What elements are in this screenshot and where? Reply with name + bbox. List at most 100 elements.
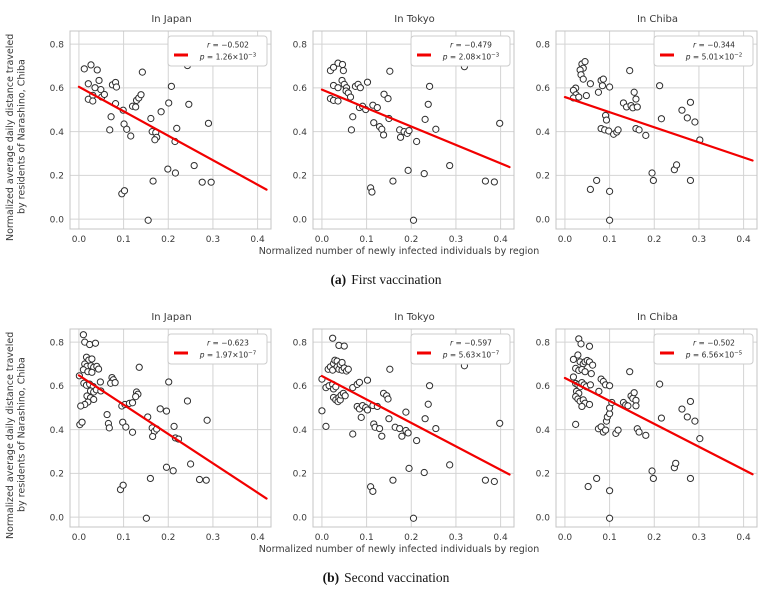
x-tick-label: 0.4 [250,533,265,543]
y-tick-label: 0.8 [50,338,65,348]
y-tick-label: 0.8 [293,338,308,348]
scatter-plot-japan-first: 0.0 0.1 0.2 0.3 0.4 0.0 0.2 0.4 0.6 0.8 r = −0.502… [50,30,272,245]
data-point [589,361,597,369]
data-point [578,402,586,411]
data-point [656,82,664,90]
data-point [683,114,691,122]
data-point [170,422,178,430]
data-point [207,178,215,186]
data-point [86,340,94,349]
legend-p-value: p = 1.26×10−3 [199,53,257,62]
data-point [93,66,101,74]
y-tick-label: 0.6 [536,84,551,94]
data-point [349,113,357,121]
data-point [198,178,206,186]
y-tick-label: 0.4 [50,426,65,436]
data-point [190,161,198,170]
x-tick-label: 0.3 [206,235,220,245]
data-point [334,84,342,92]
data-point [368,188,376,196]
data-point [91,84,99,92]
data-point [586,381,594,389]
data-point [111,379,119,387]
data-point [146,474,155,483]
data-point [405,126,413,135]
legend-p-value: p = 2.08×10−3 [442,53,500,62]
x-tick-label: 0.0 [558,533,573,543]
y-tick-label: 0.4 [293,426,308,436]
data-point [405,464,413,472]
subfigure-a: Normalized average daily distance travel… [4,6,768,290]
data-point [496,419,504,427]
data-point [630,389,638,397]
y-tick-label: 0.0 [536,215,551,225]
legend-box [653,35,754,67]
data-point [357,413,365,421]
data-point [185,100,193,108]
data-point [586,80,594,88]
x-tick-label: 0.4 [493,533,508,543]
regression-line [320,374,511,476]
data-point [594,88,603,96]
data-point [318,407,326,415]
data-point [80,65,88,73]
data-point [128,428,137,436]
data-point [202,476,210,484]
data-point [142,514,150,522]
x-tick-label: 0.4 [736,533,751,543]
data-point [481,476,490,484]
legend-r-value: r = −0.344 [693,41,735,50]
data-point [96,378,104,386]
data-point [404,429,412,437]
data-point [107,113,115,121]
plots-row-second-vaccination: Normalized average daily distance travel… [4,304,768,544]
legend-p-value: p = 5.01×10−2 [685,53,742,62]
legend-r-value: r = −0.597 [450,339,492,348]
y-tick-label: 0.8 [536,40,551,50]
data-point [77,402,85,410]
plot-frame [312,30,515,230]
data-point [165,99,173,107]
data-point [581,58,589,66]
data-point [149,432,157,441]
y-tick-label: 0.2 [293,470,307,480]
y-tick-label: 0.0 [293,513,308,523]
x-tick-label: 0.3 [206,533,220,543]
data-point [97,86,105,94]
x-tick-label: 0.3 [449,533,463,543]
y-tick-label: 0.2 [536,172,550,182]
y-tick-label: 0.8 [536,338,551,348]
data-point [385,415,393,423]
x-tick-label: 0.4 [736,235,751,245]
data-point [147,114,155,123]
data-point [369,487,377,495]
regression-line [563,376,754,476]
data-point [169,467,177,475]
data-point [162,407,171,415]
data-point [601,426,610,434]
data-point [347,126,356,134]
plot-frame [555,30,758,230]
data-point [132,393,140,401]
data-point [605,127,613,135]
data-point [123,125,131,133]
x-tick-label: 0.0 [558,235,573,245]
data-point [606,83,614,91]
y-tick-label: 0.6 [536,382,551,392]
data-point [79,331,88,339]
data-point [203,416,211,424]
data-point [138,68,146,76]
data-point [135,363,143,371]
y-tick-label: 0.4 [50,128,65,138]
data-point [569,373,578,381]
data-point [167,82,175,90]
data-point [585,400,594,409]
data-point [649,474,657,483]
data-point [396,424,404,433]
data-point [78,418,86,426]
data-point [678,106,686,114]
subfigure-a-caption-tag: (a) [330,272,347,287]
data-point [581,368,589,376]
data-point [370,119,378,127]
